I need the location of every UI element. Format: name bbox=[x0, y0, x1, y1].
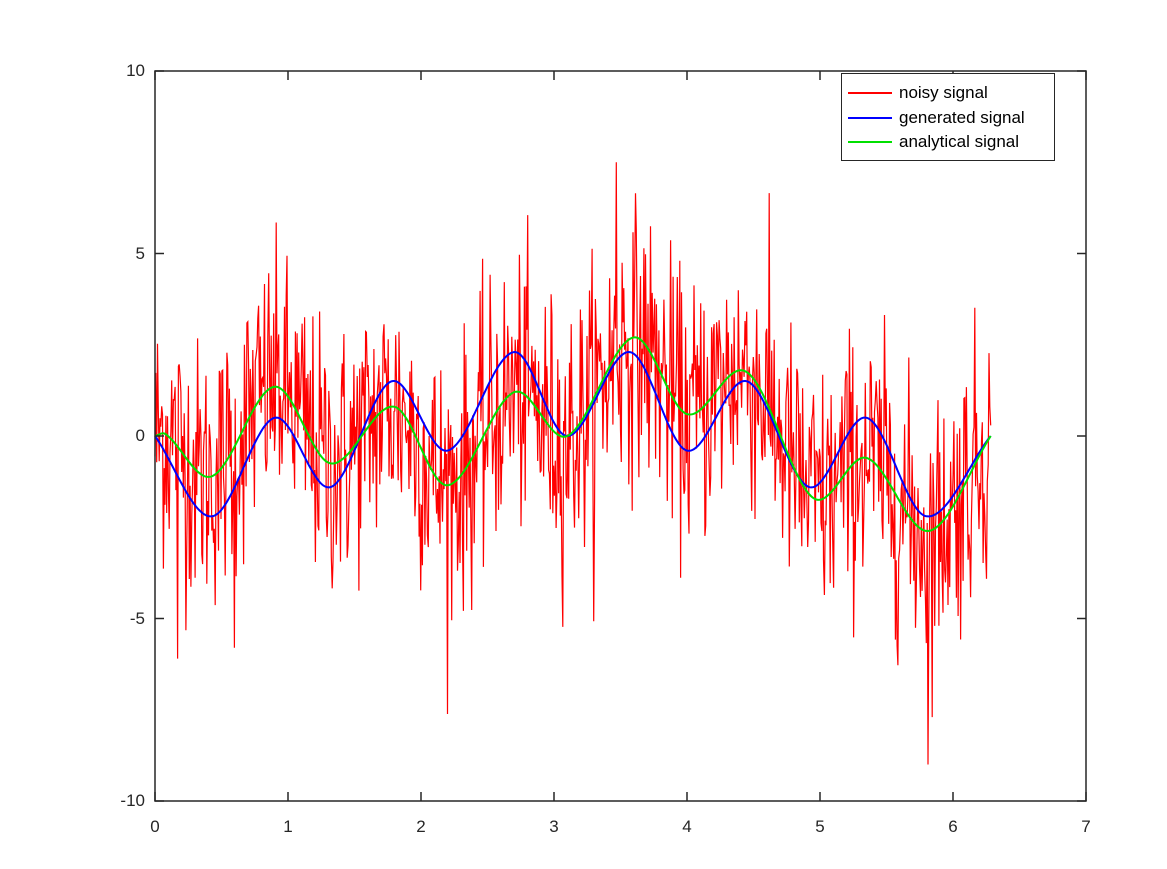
x-tick-label: 6 bbox=[948, 817, 958, 836]
legend-swatch-green bbox=[848, 141, 892, 143]
x-tick-label: 4 bbox=[682, 817, 692, 836]
y-tick-label: -5 bbox=[129, 608, 145, 628]
x-tick-label: 3 bbox=[549, 817, 559, 836]
generated-signal-line bbox=[154, 350, 992, 518]
legend-label: generated signal bbox=[899, 108, 1025, 127]
legend-item-noisy: noisy signal bbox=[842, 82, 988, 104]
legend: noisy signal generated signal analytical… bbox=[841, 73, 1055, 161]
y-tick-label: 10 bbox=[126, 61, 145, 80]
noisy-signal-line bbox=[154, 162, 992, 765]
y-tick-label: 0 bbox=[135, 426, 145, 445]
legend-label: noisy signal bbox=[899, 83, 988, 102]
analytical-signal-line bbox=[154, 336, 992, 532]
legend-swatch-blue bbox=[848, 117, 892, 119]
legend-item-generated: generated signal bbox=[842, 107, 1025, 129]
legend-label: analytical signal bbox=[899, 132, 1020, 151]
legend-swatch-red bbox=[848, 92, 892, 94]
y-tick-label: 5 bbox=[135, 243, 145, 263]
x-tick-label: 0 bbox=[150, 817, 160, 836]
x-tick-label: 5 bbox=[815, 817, 825, 836]
x-tick-label: 2 bbox=[416, 817, 426, 836]
legend-item-analytical: analytical signal bbox=[842, 131, 1019, 153]
x-tick-label: 1 bbox=[283, 817, 293, 836]
axes-box bbox=[154, 70, 1087, 802]
x-tick-label: 7 bbox=[1081, 817, 1091, 836]
y-tick-label: -10 bbox=[120, 791, 145, 810]
